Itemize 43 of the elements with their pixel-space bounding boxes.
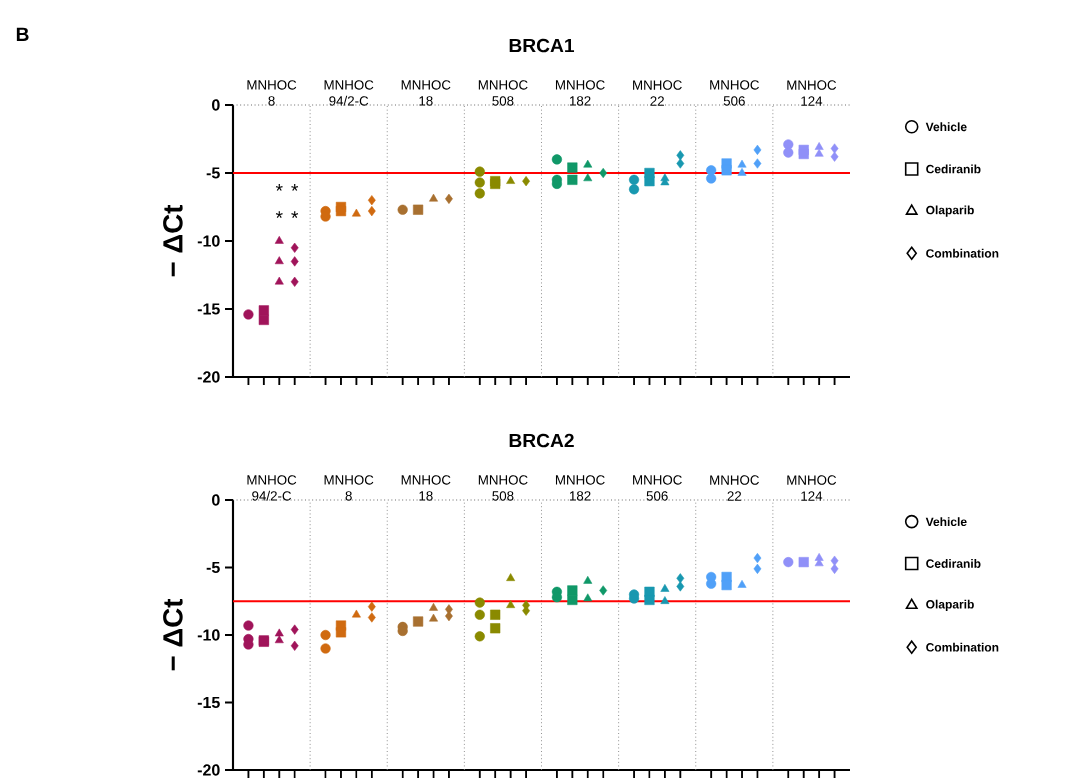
y-tick-label: -10 (197, 235, 220, 247)
x-tick-label: MNHOC 22 (710, 475, 759, 501)
y-tick-label: 0 (212, 99, 220, 111)
text: Olaparib (926, 205, 974, 217)
chart-title: BRCA2 (509, 433, 574, 448)
annotation: * (291, 211, 299, 218)
y-axis-title: − ΔCt (163, 598, 183, 671)
annotation: * (291, 184, 299, 191)
x-tick-label: MNHOC 508 (478, 80, 528, 106)
x-tick-label: MNHOC 182 (555, 475, 605, 501)
x-tick-label: MNHOC 8 (247, 80, 297, 106)
text: Combination (926, 642, 999, 652)
x-tick-label: MNHOC 94/2-C (247, 475, 297, 501)
x-tick-label: MNHOC 8 (324, 475, 374, 501)
y-tick-label: -20 (197, 371, 220, 383)
x-tick-label: MNHOC 18 (401, 80, 451, 106)
annotation: * (275, 211, 283, 218)
y-axis-title: − ΔCt (163, 204, 183, 277)
x-tick-label: MNHOC 124 (787, 475, 837, 501)
text: Vehicle (925, 517, 967, 526)
y-tick-label: -10 (197, 629, 220, 641)
y-tick-label: -15 (197, 696, 220, 709)
text: B (16, 27, 29, 41)
text: Cediranib (926, 164, 981, 174)
x-tick-label: MNHOC 506 (633, 475, 682, 501)
x-tick-label: MNHOC 182 (555, 80, 605, 106)
annotation: * (275, 184, 283, 191)
text: Cediranib (926, 559, 981, 568)
x-tick-label: MNHOC 22 (633, 80, 682, 106)
y-tick-label: -5 (206, 167, 220, 179)
y-tick-label: -20 (197, 764, 220, 776)
x-tick-label: MNHOC 94/2-C (324, 80, 374, 106)
text: Olaparib (926, 599, 974, 611)
y-tick-label: 0 (212, 494, 220, 506)
x-tick-label: MNHOC 124 (787, 80, 837, 106)
chart-title: BRCA1 (509, 38, 575, 53)
y-tick-label: -15 (197, 303, 220, 315)
y-tick-label: -5 (206, 561, 220, 574)
x-tick-label: MNHOC 506 (710, 80, 759, 106)
text: Vehicle (925, 122, 967, 132)
x-tick-label: MNHOC 508 (478, 475, 528, 501)
text: Combination (926, 248, 999, 258)
x-tick-label: MNHOC 18 (401, 475, 451, 501)
